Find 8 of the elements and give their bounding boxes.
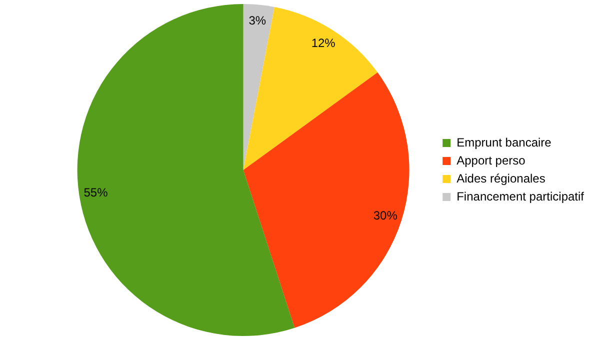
data-label: 12% xyxy=(311,36,336,50)
data-label: 55% xyxy=(84,186,108,200)
legend-label: Aides régionales xyxy=(456,171,546,186)
data-label: 3% xyxy=(248,14,266,28)
legend-label: Financement participatif xyxy=(456,189,585,204)
legend-label: Apport perso xyxy=(456,153,526,168)
legend-label: Emprunt bancaire xyxy=(456,135,552,150)
data-label: 30% xyxy=(373,208,398,222)
